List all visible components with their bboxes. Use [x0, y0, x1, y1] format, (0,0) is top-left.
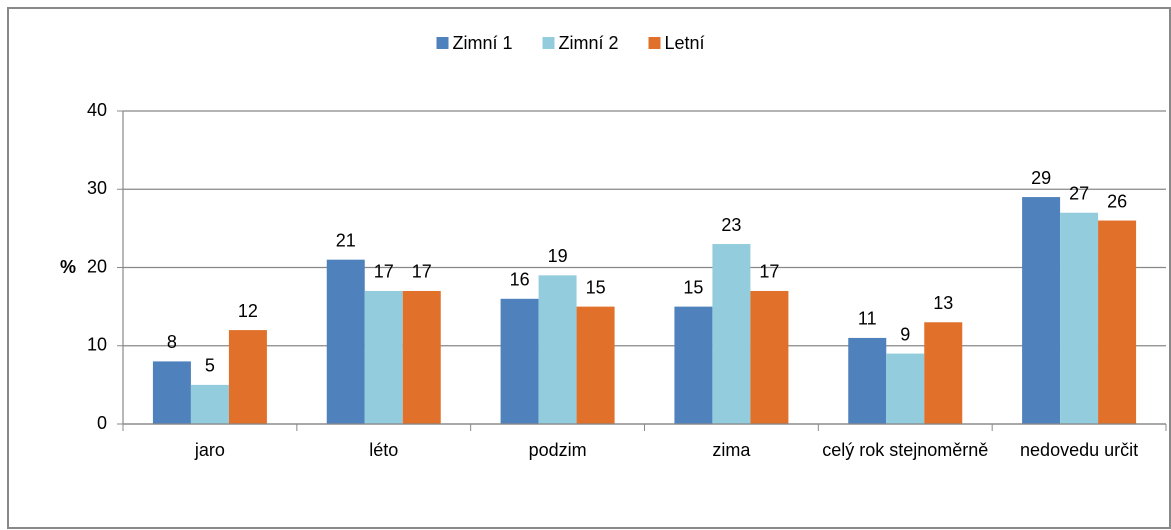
value-label: 17 — [759, 262, 779, 282]
legend-swatch — [436, 37, 449, 49]
bar — [152, 361, 191, 424]
bar — [1098, 220, 1137, 424]
bar — [576, 306, 615, 424]
bar — [886, 353, 925, 424]
bar — [326, 259, 365, 424]
bar — [924, 322, 963, 424]
value-label: 11 — [858, 309, 877, 329]
legend-swatch — [648, 37, 661, 49]
value-label: 9 — [900, 324, 910, 344]
value-label: 29 — [1031, 168, 1051, 188]
x-tick-label-box: celý rok stejnoměrně — [822, 440, 989, 460]
bar — [538, 275, 577, 424]
bar — [1022, 197, 1061, 424]
value-label: 8 — [167, 332, 177, 352]
x-tick-label: jaro — [194, 440, 225, 460]
x-tick-label: léto — [369, 440, 399, 460]
x-tick-label: nedovedu určit — [1020, 440, 1139, 460]
bar — [190, 384, 229, 424]
x-tick-label-box: jaro — [194, 440, 225, 460]
value-label: 27 — [1069, 183, 1089, 203]
bar — [228, 330, 267, 424]
value-label: 12 — [238, 301, 258, 321]
legend-label: Letní — [665, 33, 705, 53]
y-tick-label: 0 — [97, 413, 107, 433]
x-tick-label: celý rok stejnoměrně — [822, 440, 989, 460]
value-label: 23 — [721, 215, 741, 235]
y-tick-label: 40 — [87, 100, 107, 120]
legend-swatch — [542, 37, 555, 49]
x-tick-label: podzim — [528, 440, 587, 460]
value-label: 26 — [1107, 191, 1127, 211]
bar — [402, 290, 441, 424]
x-tick-label: zima — [712, 440, 751, 460]
bar — [1060, 212, 1099, 424]
x-tick-label-box: zima — [712, 440, 751, 460]
value-label: 17 — [374, 262, 394, 282]
bar — [500, 298, 539, 424]
bar — [674, 306, 713, 424]
bar — [364, 290, 403, 424]
value-label: 5 — [205, 356, 215, 376]
value-label: 16 — [510, 270, 530, 290]
y-axis-label: % — [60, 257, 76, 277]
value-label: 15 — [586, 277, 606, 297]
value-label: 15 — [683, 277, 703, 297]
value-label: 13 — [933, 293, 953, 313]
legend-label: Zimní 2 — [559, 33, 619, 53]
value-label: 21 — [336, 230, 356, 250]
y-tick-label: 30 — [87, 178, 107, 198]
y-tick-label: 10 — [87, 335, 107, 355]
value-label: 17 — [412, 262, 432, 282]
bar — [750, 290, 789, 424]
value-label: 19 — [548, 246, 568, 266]
x-tick-label-box: nedovedu určit — [1020, 440, 1139, 460]
x-tick-label-box: léto — [369, 440, 399, 460]
y-tick-label: 20 — [87, 256, 107, 276]
bar — [848, 337, 887, 424]
bar — [712, 244, 751, 424]
x-tick-label-box: podzim — [528, 440, 587, 460]
legend-label: Zimní 1 — [453, 33, 513, 53]
